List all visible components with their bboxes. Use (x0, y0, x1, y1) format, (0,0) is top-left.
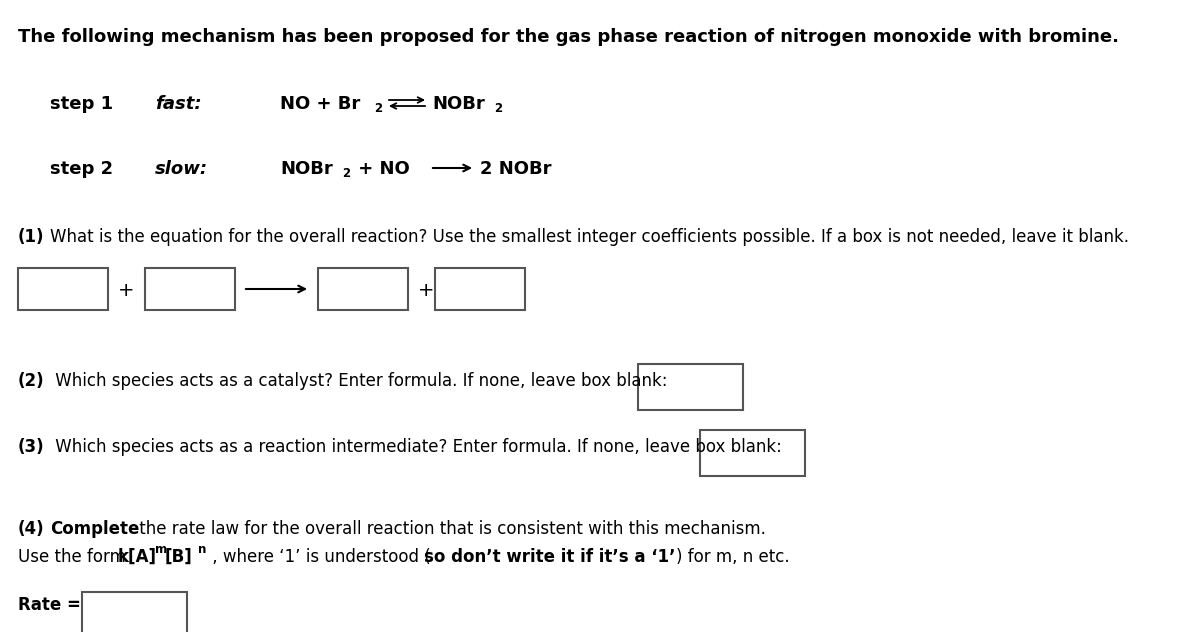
Text: 2: 2 (494, 102, 502, 115)
Bar (436, 268, 526, 310)
Text: +: + (418, 281, 434, 300)
Text: (3): (3) (18, 438, 44, 456)
Text: (1): (1) (18, 228, 44, 246)
Text: Which species acts as a reaction intermediate? Enter formula. If none, leave box: Which species acts as a reaction interme… (50, 438, 782, 456)
Text: n: n (198, 543, 206, 556)
Text: Complete: Complete (50, 520, 139, 538)
Text: step 1: step 1 (50, 95, 113, 113)
Text: NOBr: NOBr (432, 95, 485, 113)
Text: slow:: slow: (155, 160, 208, 178)
Text: (2): (2) (18, 372, 44, 390)
Text: Use the form: Use the form (18, 548, 131, 566)
Text: Rate =: Rate = (18, 596, 80, 614)
Bar (145, 268, 235, 310)
Text: [B]: [B] (166, 548, 193, 566)
Text: ) for m, n etc.: ) for m, n etc. (676, 548, 790, 566)
Text: (4): (4) (18, 520, 44, 538)
Text: 2: 2 (374, 102, 382, 115)
Text: k[A]: k[A] (118, 548, 157, 566)
Bar (700, 430, 805, 476)
Text: +: + (118, 281, 134, 300)
Bar (18, 268, 108, 310)
Text: , where ‘1’ is understood (: , where ‘1’ is understood ( (208, 548, 431, 566)
Text: NOBr: NOBr (280, 160, 332, 178)
Bar (638, 364, 743, 410)
Text: m: m (155, 543, 167, 556)
Text: Which species acts as a catalyst? Enter formula. If none, leave box blank:: Which species acts as a catalyst? Enter … (50, 372, 667, 390)
Text: NO + Br: NO + Br (280, 95, 360, 113)
Text: The following mechanism has been proposed for the gas phase reaction of nitrogen: The following mechanism has been propose… (18, 28, 1120, 46)
Text: fast:: fast: (155, 95, 202, 113)
Text: 2: 2 (342, 167, 350, 180)
Text: so don’t write it if it’s a ‘1’: so don’t write it if it’s a ‘1’ (424, 548, 676, 566)
Text: What is the equation for the overall reaction? Use the smallest integer coeffici: What is the equation for the overall rea… (50, 228, 1129, 246)
Text: step 2: step 2 (50, 160, 113, 178)
Text: + NO: + NO (352, 160, 409, 178)
Bar (318, 268, 408, 310)
Bar (82, 592, 187, 632)
Text: the rate law for the overall reaction that is consistent with this mechanism.: the rate law for the overall reaction th… (134, 520, 766, 538)
Text: 2 NOBr: 2 NOBr (480, 160, 552, 178)
